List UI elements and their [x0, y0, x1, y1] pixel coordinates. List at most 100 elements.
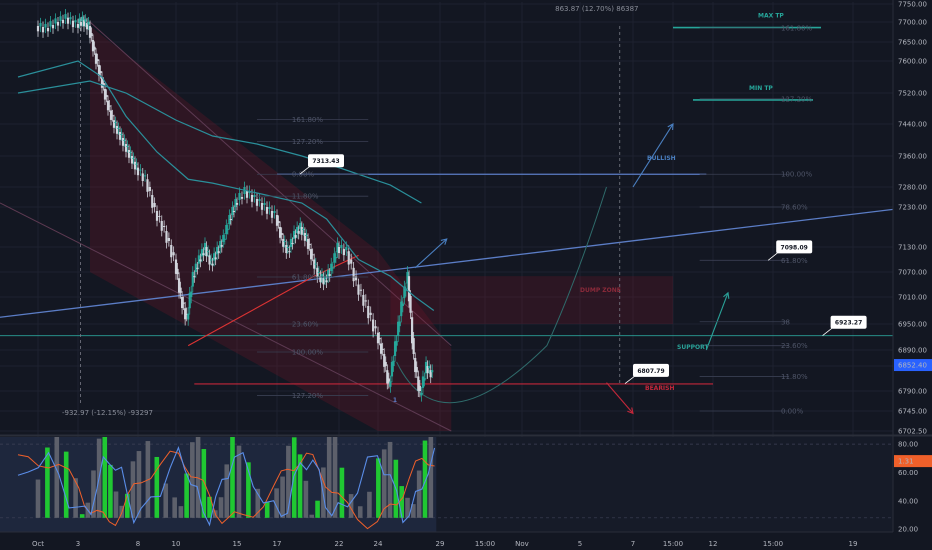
candle-body — [291, 243, 294, 244]
candle-body — [56, 22, 60, 26]
osc-histogram-bar — [91, 470, 96, 518]
candle-body — [311, 254, 314, 256]
callout-label: 7313.43 — [312, 158, 339, 165]
candle-body — [431, 370, 434, 373]
fib-right-label: 0.00% — [781, 408, 804, 416]
osc-histogram-bar — [416, 470, 422, 518]
candle-body — [299, 223, 302, 229]
candle-body — [81, 16, 84, 22]
channel-fill — [90, 26, 452, 431]
candle-body — [222, 235, 225, 242]
candle-body — [245, 191, 249, 198]
osc-histogram-bar — [348, 494, 354, 518]
price-tick-label: 6790.00 — [898, 388, 927, 396]
osc-tick-label: 20.00 — [898, 526, 918, 534]
candle-body — [273, 211, 276, 213]
candle-body — [124, 144, 128, 152]
arrow-max-tp — [632, 123, 674, 188]
candle-body — [296, 227, 299, 233]
candle-body — [106, 100, 110, 111]
time-axis: Oct 3 8 10 15 17 22 24 29 15:00 Nov 5 7 15:00 12 15:00 1… — [0, 434, 932, 548]
osc-histogram-bar — [376, 458, 381, 518]
candle-body — [277, 221, 280, 223]
price-tick-label: 6745.00 — [898, 408, 927, 416]
osc-histogram-bar — [230, 437, 235, 518]
time-tick-label: Nov — [515, 540, 529, 548]
candle-body — [333, 253, 336, 263]
candle-body — [130, 156, 134, 164]
candle-body — [409, 295, 412, 313]
fib-right-label: 38 — [781, 318, 790, 326]
candle-body — [268, 207, 271, 209]
price-tick-label: 7650.00 — [898, 39, 927, 47]
osc-histogram-bar — [113, 491, 119, 518]
candle-body — [305, 235, 308, 236]
candle-body — [99, 71, 102, 73]
osc-histogram-bar — [309, 514, 315, 518]
candle-body — [354, 276, 358, 281]
candle-body — [226, 228, 229, 230]
candle-body — [85, 23, 89, 30]
candle-body — [144, 175, 147, 177]
candle-body — [420, 393, 423, 396]
candle-body — [381, 348, 384, 350]
candle-body — [367, 306, 370, 319]
osc-histogram-bar — [315, 500, 320, 518]
fib-right-label: 61.80% — [781, 257, 808, 265]
candle-body — [219, 241, 222, 249]
osc-histogram-bar — [79, 514, 85, 518]
candle-body — [260, 203, 264, 210]
candle-body — [151, 195, 154, 208]
candle-body — [123, 140, 126, 141]
candle-body — [240, 197, 244, 199]
price-tick-label: 6702.50 — [898, 428, 927, 436]
channel-top-line — [89, 21, 452, 347]
candle-body — [105, 94, 108, 97]
candle-body — [362, 294, 365, 306]
time-tick-label: 5 — [578, 540, 582, 548]
candle-body — [182, 302, 185, 304]
candle-body — [69, 17, 72, 20]
candle-body — [213, 253, 216, 261]
candle-body — [340, 245, 343, 249]
candle-body — [235, 203, 239, 205]
candle-body — [126, 146, 129, 147]
candle-body — [188, 292, 191, 309]
fib-right-label: 78.60% — [781, 204, 808, 212]
candle-body — [398, 321, 401, 327]
candle-body — [199, 259, 202, 262]
candle-body — [258, 199, 261, 201]
osc-histogram-bar — [286, 445, 291, 518]
osc-histogram-bar — [218, 497, 224, 518]
callout-pointer — [624, 375, 636, 384]
candle-body — [352, 267, 355, 282]
candle-body — [424, 362, 428, 374]
time-tick-label: 15:00 — [663, 540, 683, 548]
candle-body — [108, 105, 111, 107]
candle-body — [347, 251, 350, 265]
price-tick-label: 7230.00 — [898, 204, 927, 212]
candle-body — [197, 255, 200, 264]
price-tick-label: 6950.00 — [898, 321, 927, 329]
candle-body — [109, 110, 113, 120]
osc-histogram-bar — [274, 488, 279, 518]
callout-box — [308, 154, 344, 168]
candle-body — [208, 255, 211, 265]
min-tp-label: MIN TP — [749, 85, 773, 92]
wave-one-label: 1 — [393, 397, 397, 404]
candle-body — [306, 239, 310, 249]
fib-left-label: 11.80% — [292, 193, 319, 201]
candle-body — [297, 231, 300, 234]
osc-histogram-bar — [163, 483, 169, 518]
candle-body — [369, 312, 372, 315]
candle-body — [310, 249, 313, 260]
arrow-bullish — [414, 238, 448, 269]
candle-body — [331, 267, 334, 269]
candle-body — [41, 27, 45, 33]
osc-histogram-bar — [280, 476, 285, 518]
price-tick-label: 7700.00 — [898, 19, 927, 27]
candle-body — [194, 263, 197, 272]
candle-body — [378, 338, 381, 340]
